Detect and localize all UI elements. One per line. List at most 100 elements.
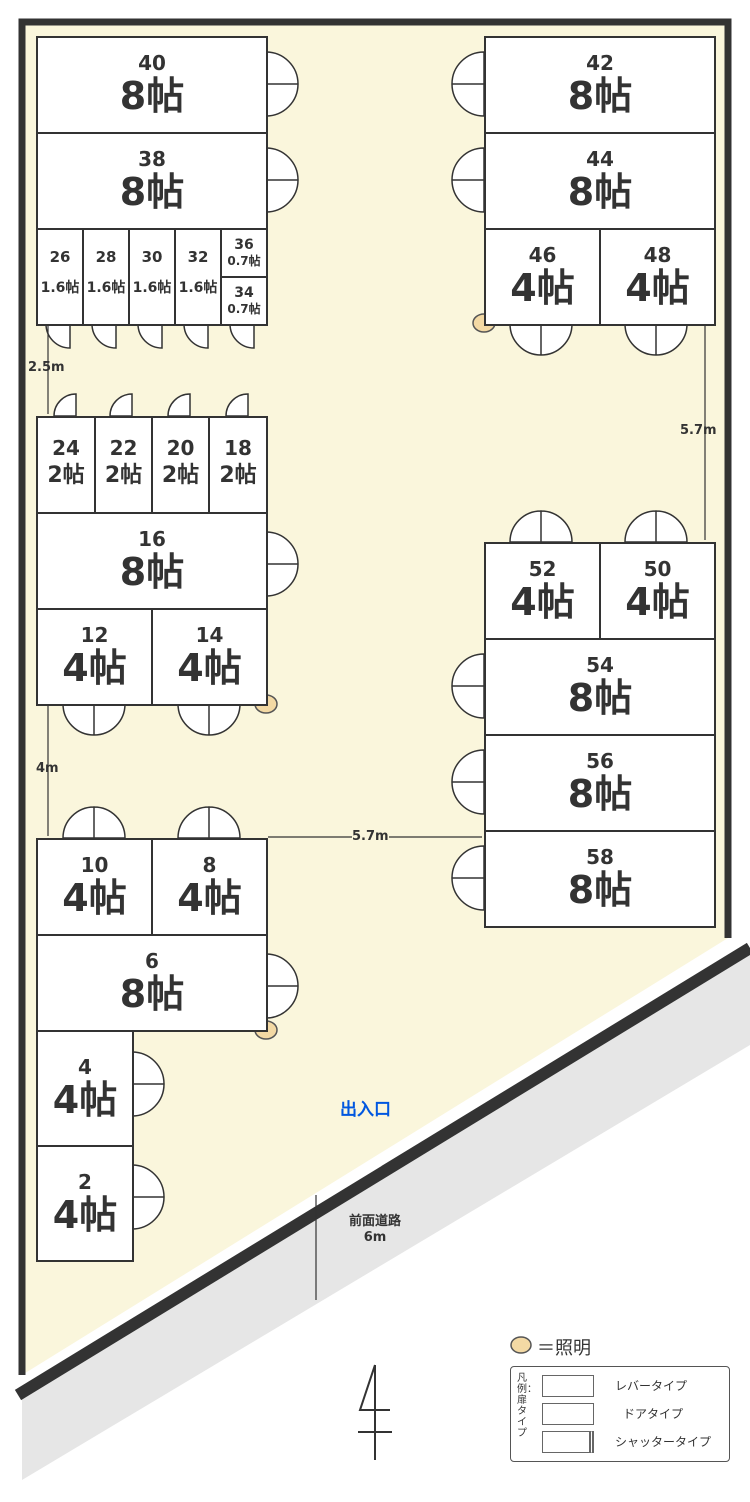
unit-number: 52 bbox=[528, 557, 557, 581]
unit-size: 4帖 bbox=[510, 580, 575, 624]
legend-lever: レバータイプ bbox=[615, 1379, 688, 1393]
unit-number: 30 bbox=[141, 248, 163, 266]
unit-number: 36 bbox=[234, 237, 254, 253]
lever-door-icon bbox=[542, 1375, 594, 1397]
lot-ground bbox=[22, 22, 728, 1375]
door-icon bbox=[451, 51, 485, 117]
unit-size: 8帖 bbox=[567, 74, 633, 118]
unit-number: 38 bbox=[138, 147, 166, 171]
storage-unit[interactable]: 42 8帖 bbox=[484, 36, 716, 134]
unit-size: 4帖 bbox=[62, 876, 127, 920]
road-boundary bbox=[14, 942, 750, 1401]
door-icon bbox=[177, 806, 241, 839]
storage-unit[interactable]: 40 8帖 bbox=[36, 36, 268, 134]
storage-unit[interactable]: 58 8帖 bbox=[484, 830, 716, 928]
unit-size: 2帖 bbox=[47, 463, 85, 488]
unit-size: 4帖 bbox=[62, 646, 127, 690]
door-icon bbox=[225, 393, 249, 417]
storage-unit[interactable]: 32 1.6帖 bbox=[174, 228, 222, 326]
door-icon bbox=[167, 393, 191, 417]
unit-size: 4帖 bbox=[510, 266, 575, 310]
storage-unit[interactable]: 18 2帖 bbox=[208, 416, 268, 514]
boundary-wall bbox=[18, 18, 732, 1375]
unit-size: 2帖 bbox=[104, 463, 143, 488]
storage-unit[interactable]: 10 4帖 bbox=[36, 838, 153, 936]
storage-unit[interactable]: 20 2帖 bbox=[151, 416, 210, 514]
door-type-legend: 凡例：扉タイプ レバータイプ ドアタイプ シャッタータイプ bbox=[510, 1366, 730, 1462]
unit-size: 2帖 bbox=[219, 463, 257, 488]
unit-size: 1.6帖 bbox=[86, 280, 126, 296]
door-icon bbox=[451, 845, 485, 911]
unit-size: 8帖 bbox=[119, 972, 185, 1016]
storage-unit[interactable]: 44 8帖 bbox=[484, 132, 716, 230]
door-icon bbox=[265, 953, 299, 1019]
door-icon bbox=[131, 1051, 165, 1117]
storage-unit[interactable]: 46 4帖 bbox=[484, 228, 601, 326]
unit-size: 4帖 bbox=[177, 646, 242, 690]
unit-number: 18 bbox=[224, 436, 252, 460]
unit-number: 8 bbox=[202, 853, 217, 877]
storage-unit[interactable]: 34 0.7帖 bbox=[220, 276, 268, 326]
unit-number: 16 bbox=[138, 527, 166, 551]
storage-unit[interactable]: 24 2帖 bbox=[36, 416, 96, 514]
unit-number: 44 bbox=[586, 147, 614, 171]
storage-unit[interactable]: 6 8帖 bbox=[36, 934, 268, 1032]
road-width: 6m bbox=[363, 1230, 387, 1245]
storage-unit[interactable]: 4 4帖 bbox=[36, 1030, 134, 1147]
legend-light-label: ＝照明 bbox=[537, 1338, 591, 1359]
storage-unit[interactable]: 56 8帖 bbox=[484, 734, 716, 832]
unit-number: 20 bbox=[166, 436, 195, 460]
front-road bbox=[22, 950, 750, 1480]
unit-number: 4 bbox=[78, 1054, 92, 1079]
door-icon bbox=[265, 147, 299, 213]
road-name: 前面道路 bbox=[348, 1214, 401, 1229]
door-icon bbox=[451, 653, 485, 719]
unit-size: 0.7帖 bbox=[227, 302, 261, 316]
door-icon bbox=[62, 703, 126, 736]
dimension-arrows bbox=[47, 326, 706, 1460]
storage-unit[interactable]: 16 8帖 bbox=[36, 512, 268, 610]
unit-size: 1.6帖 bbox=[132, 280, 172, 296]
storage-unit[interactable]: 8 4帖 bbox=[151, 838, 268, 936]
shutter-door-icon bbox=[542, 1431, 594, 1453]
storage-unit[interactable]: 52 4帖 bbox=[484, 542, 601, 640]
door-icon bbox=[265, 531, 299, 597]
unit-number: 6 bbox=[145, 949, 159, 973]
storage-unit[interactable]: 36 0.7帖 bbox=[220, 228, 268, 278]
unit-number: 50 bbox=[643, 557, 672, 581]
storage-unit[interactable]: 38 8帖 bbox=[36, 132, 268, 230]
legend-title: 凡例：扉タイプ bbox=[517, 1373, 537, 1439]
unit-size: 8帖 bbox=[567, 676, 633, 720]
unit-size: 4帖 bbox=[52, 1077, 118, 1122]
door-icon bbox=[509, 323, 573, 356]
unit-number: 26 bbox=[49, 248, 71, 266]
storage-unit[interactable]: 12 4帖 bbox=[36, 608, 153, 706]
door-icon bbox=[265, 51, 299, 117]
storage-unit[interactable]: 50 4帖 bbox=[599, 542, 716, 640]
storage-unit[interactable]: 2 4帖 bbox=[36, 1145, 134, 1262]
storage-unit[interactable]: 54 8帖 bbox=[484, 638, 716, 736]
door-icon bbox=[624, 323, 688, 356]
storage-unit[interactable]: 22 2帖 bbox=[94, 416, 153, 514]
storage-unit[interactable]: 14 4帖 bbox=[151, 608, 268, 706]
door-icon bbox=[62, 806, 126, 839]
unit-size: 8帖 bbox=[119, 170, 185, 214]
storage-unit[interactable]: 26 1.6帖 bbox=[36, 228, 84, 326]
light-icon bbox=[510, 1336, 532, 1354]
dimension-label: 2.5m bbox=[28, 360, 65, 375]
unit-size: 8帖 bbox=[567, 170, 633, 214]
storage-unit[interactable]: 28 1.6帖 bbox=[82, 228, 130, 326]
entrance-label: 出入口 bbox=[340, 1100, 391, 1120]
storage-unit[interactable]: 48 4帖 bbox=[599, 228, 716, 326]
unit-number: 28 bbox=[95, 248, 117, 266]
unit-number: 46 bbox=[528, 243, 557, 267]
unit-size: 8帖 bbox=[119, 74, 185, 118]
door-icon bbox=[131, 1164, 165, 1230]
storage-unit[interactable]: 30 1.6帖 bbox=[128, 228, 176, 326]
unit-number: 24 bbox=[52, 436, 80, 460]
door-icon bbox=[177, 703, 241, 736]
unit-number: 56 bbox=[586, 749, 614, 773]
door-icon bbox=[53, 393, 77, 417]
unit-number: 58 bbox=[586, 845, 614, 869]
